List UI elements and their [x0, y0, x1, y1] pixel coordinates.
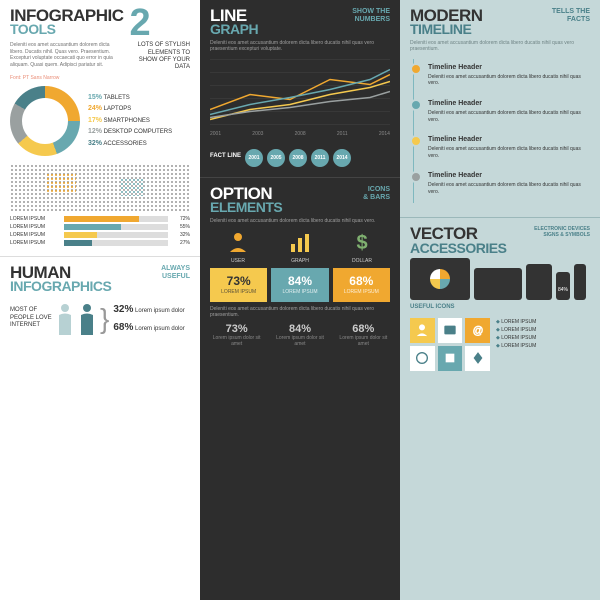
percent-boxes: 73%LOREM IPSUM84%LOREM IPSUM68%LOREM IPS…	[210, 268, 390, 302]
option-title: OPTIONELEMENTS	[210, 186, 282, 214]
icon-tiles: @	[410, 318, 490, 370]
human-right: ALWAYSUSEFUL	[161, 265, 190, 282]
line-chart	[210, 57, 390, 127]
tools-panel: INFOGRAPHICTOOLS 2 Deleniti eos amet acc…	[0, 0, 200, 256]
timeline-panel: MODERNTIMELINE TELLS THEFACTS Deleniti e…	[400, 0, 600, 217]
option-panel: OPTIONELEMENTS ICONS& BARS Deleniti eos …	[200, 177, 400, 600]
tools-sidenote: LOTS OF STYLISH ELEMENTS TO SHOW OFF YOU…	[130, 42, 190, 71]
tools-number: 2	[130, 8, 151, 38]
svg-text:@: @	[472, 325, 483, 337]
donut-stats: 15% TABLETS24% LAPTOPS17% SMARTPHONES12%…	[88, 92, 172, 150]
timeline-lorem: Deleniti eos amet accusantium dolorem di…	[410, 40, 590, 53]
human-title: HUMANINFOGRAPHICS	[10, 265, 111, 293]
vector-right: ELECTRONIC DEVICESSIGNS & SYMBOLS	[534, 226, 590, 238]
option-lorem2: Deleniti eos amet accusantium dolorem di…	[210, 306, 390, 319]
timeline-right: TELLS THEFACTS	[552, 8, 590, 25]
human-pcts: 32% Lorem ipsum dolor 68% Lorem ipsum do…	[113, 301, 184, 337]
timeline-list: Timeline HeaderDeleniti eos amet accusan…	[410, 59, 590, 203]
horizontal-bars: LOREM IPSUM72%LOREM IPSUM55%LOREM IPSUM3…	[10, 216, 190, 246]
useful-label: USEFUL ICONS	[410, 304, 590, 310]
tools-title: INFOGRAPHICTOOLS	[10, 8, 124, 36]
lorem-list: LOREM IPSUMLOREM IPSUMLOREM IPSUMLOREM I…	[496, 318, 536, 370]
fact-label: FACT LINE	[210, 153, 241, 159]
svg-text:$: $	[356, 232, 367, 254]
line-title: LINEGRAPH	[210, 8, 258, 36]
fact-line: 20012005200820112014	[245, 149, 390, 167]
world-dotmap	[10, 164, 190, 212]
line-panel: LINEGRAPH SHOW THENUMBERS Deleniti eos a…	[200, 0, 400, 177]
percent-row: 73%Lorem ipsum dolor sit amet84%Lorem ip…	[210, 323, 390, 347]
line-lorem: Deleniti eos amet accusantium dolorem di…	[210, 40, 390, 53]
option-icons: USER GRAPH $DOLLAR	[210, 228, 390, 264]
human-note: MOST OF PEOPLE LOVE INTERNET	[10, 307, 52, 330]
vector-panel: VECTORACCESSORIES ELECTRONIC DEVICESSIGN…	[400, 217, 600, 600]
timeline-title: MODERNTIMELINE	[410, 8, 483, 36]
people-icons	[56, 303, 96, 335]
option-right: ICONS& BARS	[363, 186, 390, 203]
tools-lorem: Deleniti eos amet accusantium dolorem di…	[10, 42, 124, 71]
line-right: SHOW THENUMBERS	[352, 8, 390, 25]
devices: 84%	[410, 258, 590, 300]
option-lorem: Deleniti eos amet accusantium dolorem di…	[210, 218, 390, 225]
vector-title: VECTORACCESSORIES	[410, 226, 506, 254]
donut-chart	[10, 86, 80, 156]
chart-years: 20012003200820112014	[210, 131, 390, 137]
human-panel: HUMANINFOGRAPHICS ALWAYSUSEFUL MOST OF P…	[0, 256, 200, 600]
brace-icon: }	[100, 309, 109, 329]
